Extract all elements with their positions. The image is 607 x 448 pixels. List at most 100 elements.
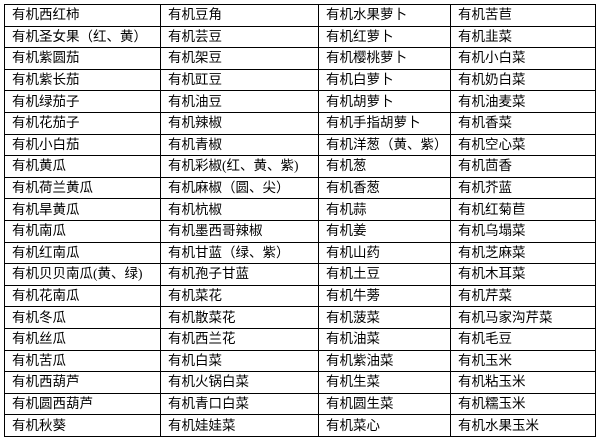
table-cell: 有机青椒: [160, 133, 319, 157]
table-row: 有机花茄子 有机辣椒 有机手指胡萝卜 有机香菜: [4, 111, 596, 135]
table-cell: 有机圣女果（红、黄）: [4, 25, 161, 49]
table-cell: 有机白菜: [160, 349, 319, 373]
table-cell: 有机胡萝卜: [318, 90, 451, 113]
table-cell: 有机韭菜: [450, 25, 596, 49]
table-row: 有机丝瓜 有机西兰花 有机油菜 有机毛豆: [4, 327, 596, 351]
table-cell: 有机山药: [318, 241, 451, 265]
table-cell: 有机南瓜: [4, 219, 161, 243]
table-cell: 有机豆角: [160, 4, 319, 27]
table-cell: 有机紫油菜: [318, 349, 451, 373]
table-cell: 有机水果萝卜: [318, 4, 451, 27]
table-cell: 有机糯玉米: [450, 392, 596, 416]
table-cell: 有机丝瓜: [4, 327, 161, 351]
table-cell: 有机红南瓜: [4, 241, 161, 265]
table-cell: 有机奶白菜: [450, 68, 596, 92]
table-cell: 有机粘玉米: [450, 371, 596, 394]
table-cell: 有机水果玉米: [450, 414, 596, 437]
table-cell: 有机油麦菜: [450, 90, 596, 113]
table-cell: 有机油菜: [318, 327, 451, 351]
table-row: 有机西葫芦 有机火锅白菜 有机生菜 有机粘玉米: [4, 371, 596, 394]
table-row: 有机紫圆茄 有机架豆 有机樱桃萝卜 有机小白菜: [4, 47, 596, 70]
table-cell: 有机火锅白菜: [160, 371, 319, 394]
table-cell: 有机彩椒(红、黄、紫): [160, 155, 319, 178]
table-cell: 有机马家沟芹菜: [450, 306, 596, 329]
table-cell: 有机苦瓜: [4, 349, 161, 373]
table-row: 有机红南瓜 有机甘蓝（绿、紫） 有机山药 有机芝麻菜: [4, 241, 596, 265]
table-cell: 有机紫圆茄: [4, 47, 161, 70]
table-row: 有机荷兰黄瓜 有机麻椒（圆、尖） 有机香葱 有机芥蓝: [4, 176, 596, 200]
table-cell: 有机甘蓝（绿、紫）: [160, 241, 319, 265]
table-cell: 有机秋葵: [4, 414, 161, 437]
table-cell: 有机西葫芦: [4, 371, 161, 394]
table-cell: 有机木耳菜: [450, 263, 596, 286]
table-cell: 有机圆生菜: [318, 392, 451, 416]
table-cell: 有机绿茄子: [4, 90, 161, 113]
table-cell: 有机香葱: [318, 176, 451, 200]
table-cell: 有机菜花: [160, 284, 319, 308]
table-cell: 有机麻椒（圆、尖）: [160, 176, 319, 200]
table-cell: 有机小白茄: [4, 133, 161, 157]
table-cell: 有机油豆: [160, 90, 319, 113]
table-cell: 有机墨西哥辣椒: [160, 219, 319, 243]
table-cell: 有机西兰花: [160, 327, 319, 351]
table-cell: 有机红菊苣: [450, 198, 596, 221]
table-cell: 有机架豆: [160, 47, 319, 70]
table-cell: 有机菜心: [318, 414, 451, 437]
table-cell: 有机白萝卜: [318, 68, 451, 92]
table-cell: 有机旱黄瓜: [4, 198, 161, 221]
document-page: 有机西红柿 有机豆角 有机水果萝卜 有机苦苣 有机圣女果（红、黄） 有机芸豆 有机红萝卜 有机…: [4, 4, 596, 437]
table-row: 有机绿茄子 有机油豆 有机胡萝卜 有机油麦菜: [4, 90, 596, 113]
table-cell: 有机土豆: [318, 263, 451, 286]
table-cell: 有机黄瓜: [4, 155, 161, 178]
table-row: 有机西红柿 有机豆角 有机水果萝卜 有机苦苣: [4, 4, 596, 27]
table-cell: 有机芹菜: [450, 284, 596, 308]
table-cell: 有机空心菜: [450, 133, 596, 157]
produce-table: 有机西红柿 有机豆角 有机水果萝卜 有机苦苣 有机圣女果（红、黄） 有机芸豆 有机红萝卜 有机…: [4, 4, 596, 437]
table-cell: 有机辣椒: [160, 111, 319, 135]
table-cell: 有机荷兰黄瓜: [4, 176, 161, 200]
table-row: 有机贝贝南瓜(黄、绿) 有机孢子甘蓝 有机土豆 有机木耳菜: [4, 263, 596, 286]
table-cell: 有机娃娃菜: [160, 414, 319, 437]
table-cell: 有机香菜: [450, 111, 596, 135]
table-cell: 有机葱: [318, 155, 451, 178]
table-row: 有机旱黄瓜 有机杭椒 有机蒜 有机红菊苣: [4, 198, 596, 221]
table-cell: 有机洋葱（黄、紫）: [318, 133, 451, 157]
table-cell: 有机生菜: [318, 371, 451, 394]
table-cell: 有机杭椒: [160, 198, 319, 221]
table-cell: 有机紫长茄: [4, 68, 161, 92]
table-cell: 有机姜: [318, 219, 451, 243]
table-cell: 有机小白菜: [450, 47, 596, 70]
table-cell: 有机红萝卜: [318, 25, 451, 49]
table-row: 有机南瓜 有机墨西哥辣椒 有机姜 有机乌塌菜: [4, 219, 596, 243]
table-cell: 有机手指胡萝卜: [318, 111, 451, 135]
table-cell: 有机菠菜: [318, 306, 451, 329]
table-cell: 有机乌塌菜: [450, 219, 596, 243]
table-row: 有机黄瓜 有机彩椒(红、黄、紫) 有机葱 有机茴香: [4, 155, 596, 178]
table-cell: 有机毛豆: [450, 327, 596, 351]
table-cell: 有机圆西葫芦: [4, 392, 161, 416]
table-cell: 有机孢子甘蓝: [160, 263, 319, 286]
table-cell: 有机贝贝南瓜(黄、绿): [4, 263, 161, 286]
table-cell: 有机苦苣: [450, 4, 596, 27]
table-cell: 有机蒜: [318, 198, 451, 221]
table-row: 有机紫长茄 有机豇豆 有机白萝卜 有机奶白菜: [4, 68, 596, 92]
table-cell: 有机茴香: [450, 155, 596, 178]
table-cell: 有机青口白菜: [160, 392, 319, 416]
table-cell: 有机豇豆: [160, 68, 319, 92]
table-cell: 有机芸豆: [160, 25, 319, 49]
table-cell: 有机芝麻菜: [450, 241, 596, 265]
produce-table-body: 有机西红柿 有机豆角 有机水果萝卜 有机苦苣 有机圣女果（红、黄） 有机芸豆 有机红萝卜 有机…: [4, 4, 596, 437]
table-cell: 有机芥蓝: [450, 176, 596, 200]
table-cell: 有机玉米: [450, 349, 596, 373]
table-row: 有机小白茄 有机青椒 有机洋葱（黄、紫） 有机空心菜: [4, 133, 596, 157]
table-row: 有机圆西葫芦 有机青口白菜 有机圆生菜 有机糯玉米: [4, 392, 596, 416]
table-cell: 有机花南瓜: [4, 284, 161, 308]
table-row: 有机秋葵 有机娃娃菜 有机菜心 有机水果玉米: [4, 414, 596, 437]
table-cell: 有机冬瓜: [4, 306, 161, 329]
table-cell: 有机牛蒡: [318, 284, 451, 308]
table-cell: 有机花茄子: [4, 111, 161, 135]
table-row: 有机花南瓜 有机菜花 有机牛蒡 有机芹菜: [4, 284, 596, 308]
table-row: 有机苦瓜 有机白菜 有机紫油菜 有机玉米: [4, 349, 596, 373]
table-cell: 有机西红柿: [4, 4, 161, 27]
table-row: 有机冬瓜 有机散菜花 有机菠菜 有机马家沟芹菜: [4, 306, 596, 329]
